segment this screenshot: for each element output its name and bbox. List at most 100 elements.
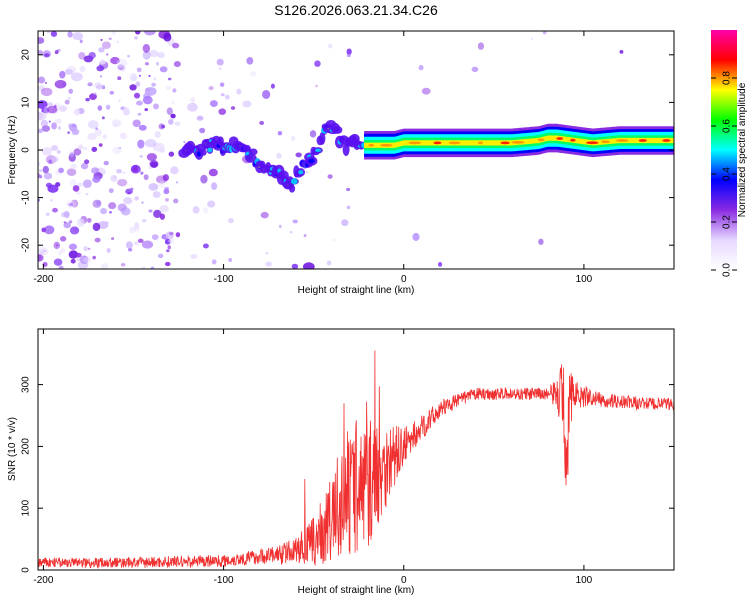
spectrogram-cell — [38, 111, 47, 121]
spectrogram-cell — [242, 100, 252, 108]
spectrogram-cell — [290, 135, 296, 141]
spectrogram-cell — [58, 167, 64, 174]
spectrogram-cell — [66, 168, 77, 176]
spectrogram-cell — [164, 261, 171, 267]
spectrogram-cell — [143, 31, 156, 36]
spectrogram-cell — [165, 197, 169, 202]
spectrogram-cell — [127, 54, 131, 58]
spectrogram-cell — [67, 123, 73, 128]
spectrogram-ylabel: Frequency (Hz) — [7, 116, 18, 185]
spectrogram-cell — [50, 199, 53, 202]
spectrogram-cell — [125, 241, 133, 249]
spectrogram-cell — [166, 249, 170, 253]
spectrogram-cell — [216, 58, 224, 66]
spectrogram-cell — [121, 207, 131, 216]
spectrogram-cell — [135, 81, 141, 87]
spectrogram-band-peak — [586, 141, 599, 145]
x-tick-label: -100 — [214, 575, 234, 586]
spectrogram-cell — [341, 219, 349, 227]
spectrogram-cell — [111, 119, 122, 127]
spectrogram-cell — [112, 31, 116, 36]
spectrogram-cell — [305, 171, 308, 174]
spectrogram-ridge-core — [314, 148, 322, 153]
x-tick-label: -100 — [214, 274, 234, 285]
spectrogram-cell — [199, 127, 206, 134]
spectrogram-cell — [70, 163, 77, 170]
spectrogram-cell — [103, 160, 109, 166]
spectrogram-cell — [167, 77, 172, 81]
spectrogram-cell — [187, 102, 198, 112]
spectrogram-cell — [265, 261, 272, 267]
spectrogram-cell — [165, 85, 172, 91]
spectrogram-cell — [542, 31, 547, 35]
spectrogram-cell — [45, 81, 47, 84]
spectrogram-cell — [220, 93, 225, 97]
spectrogram-cell — [43, 172, 53, 180]
spectrogram-cell — [418, 64, 424, 71]
spectrogram-ridge-cell — [332, 125, 343, 134]
spectrogram-cell — [218, 67, 222, 71]
spectrogram-cell — [291, 263, 299, 269]
spectrogram-cell — [139, 154, 143, 158]
spectrogram-cell — [102, 134, 108, 139]
spectrogram-cell — [87, 82, 93, 87]
spectrogram-band-peak — [448, 141, 461, 145]
spectrogram-cell — [202, 207, 209, 214]
spectrogram-cell — [41, 147, 53, 156]
colorbar-tick-label: 0.2 — [722, 215, 733, 229]
spectrogram-cell — [59, 236, 67, 242]
spectrogram-cell — [64, 68, 74, 75]
spectrogram-cell — [144, 108, 149, 112]
spectrogram-cell — [45, 212, 50, 216]
spectrogram-cell — [94, 129, 103, 137]
y-tick-label: -20 — [21, 238, 32, 253]
snr-axes: -200 -100 0 100 0 100 200 300 — [21, 329, 674, 586]
spectrogram-cell — [99, 59, 106, 65]
spectrogram-cell — [68, 250, 78, 259]
spectrogram-cell — [159, 66, 168, 73]
x-tick-label: 0 — [401, 575, 407, 586]
spectrogram-cell — [116, 40, 119, 43]
spectrogram-cell — [219, 82, 225, 87]
spectrogram-cell — [108, 37, 112, 40]
spectrogram-cell — [246, 57, 254, 65]
spectrogram-band-peak — [368, 143, 375, 147]
spectrogram-cell — [67, 96, 71, 100]
spectrogram-band-peak — [615, 139, 629, 142]
spectrogram-cell — [158, 180, 165, 188]
spectrogram-cell — [92, 255, 96, 260]
spectrogram-ridge-cell — [248, 148, 258, 156]
spectrogram-cell — [85, 192, 89, 196]
spectrogram-cell — [67, 131, 71, 135]
spectrogram-cell — [137, 139, 145, 149]
snr-panel: -200 -100 0 100 0 100 200 300 Height of straigh… — [7, 328, 675, 596]
spectrogram-cell — [75, 252, 82, 258]
spectrogram-cell — [127, 191, 131, 195]
spectrogram-ridge-core — [207, 147, 213, 153]
spectrogram-cell — [156, 61, 159, 66]
spectrogram-cell — [224, 94, 230, 100]
spectrogram-cell — [150, 161, 158, 168]
spectrogram-cell — [40, 119, 49, 127]
spectrogram-cell — [91, 146, 98, 152]
spectrogram-cell — [172, 88, 177, 93]
spectrogram-band-peak — [556, 137, 564, 140]
spectrogram-cell — [87, 217, 92, 223]
spectrogram-cell — [230, 106, 236, 110]
spectrogram-cell — [70, 72, 83, 82]
spectrogram-cell — [87, 132, 97, 141]
spectrogram-cell — [53, 258, 63, 266]
spectrogram-cell — [118, 99, 121, 102]
spectrogram-cell — [132, 167, 139, 173]
spectrogram-cell — [99, 75, 102, 78]
spectrogram-cell — [173, 198, 179, 204]
y-tick-label: -10 — [21, 190, 32, 205]
spectrogram-cell — [123, 197, 133, 205]
snr-ylabel: SNR (10 * v/v) — [7, 417, 18, 481]
spectrogram-cell — [144, 86, 157, 96]
spectrogram-cell — [332, 238, 336, 242]
spectrogram-cell — [100, 207, 108, 215]
spectrogram-cell — [112, 146, 122, 155]
spectrogram-cell — [63, 222, 71, 229]
